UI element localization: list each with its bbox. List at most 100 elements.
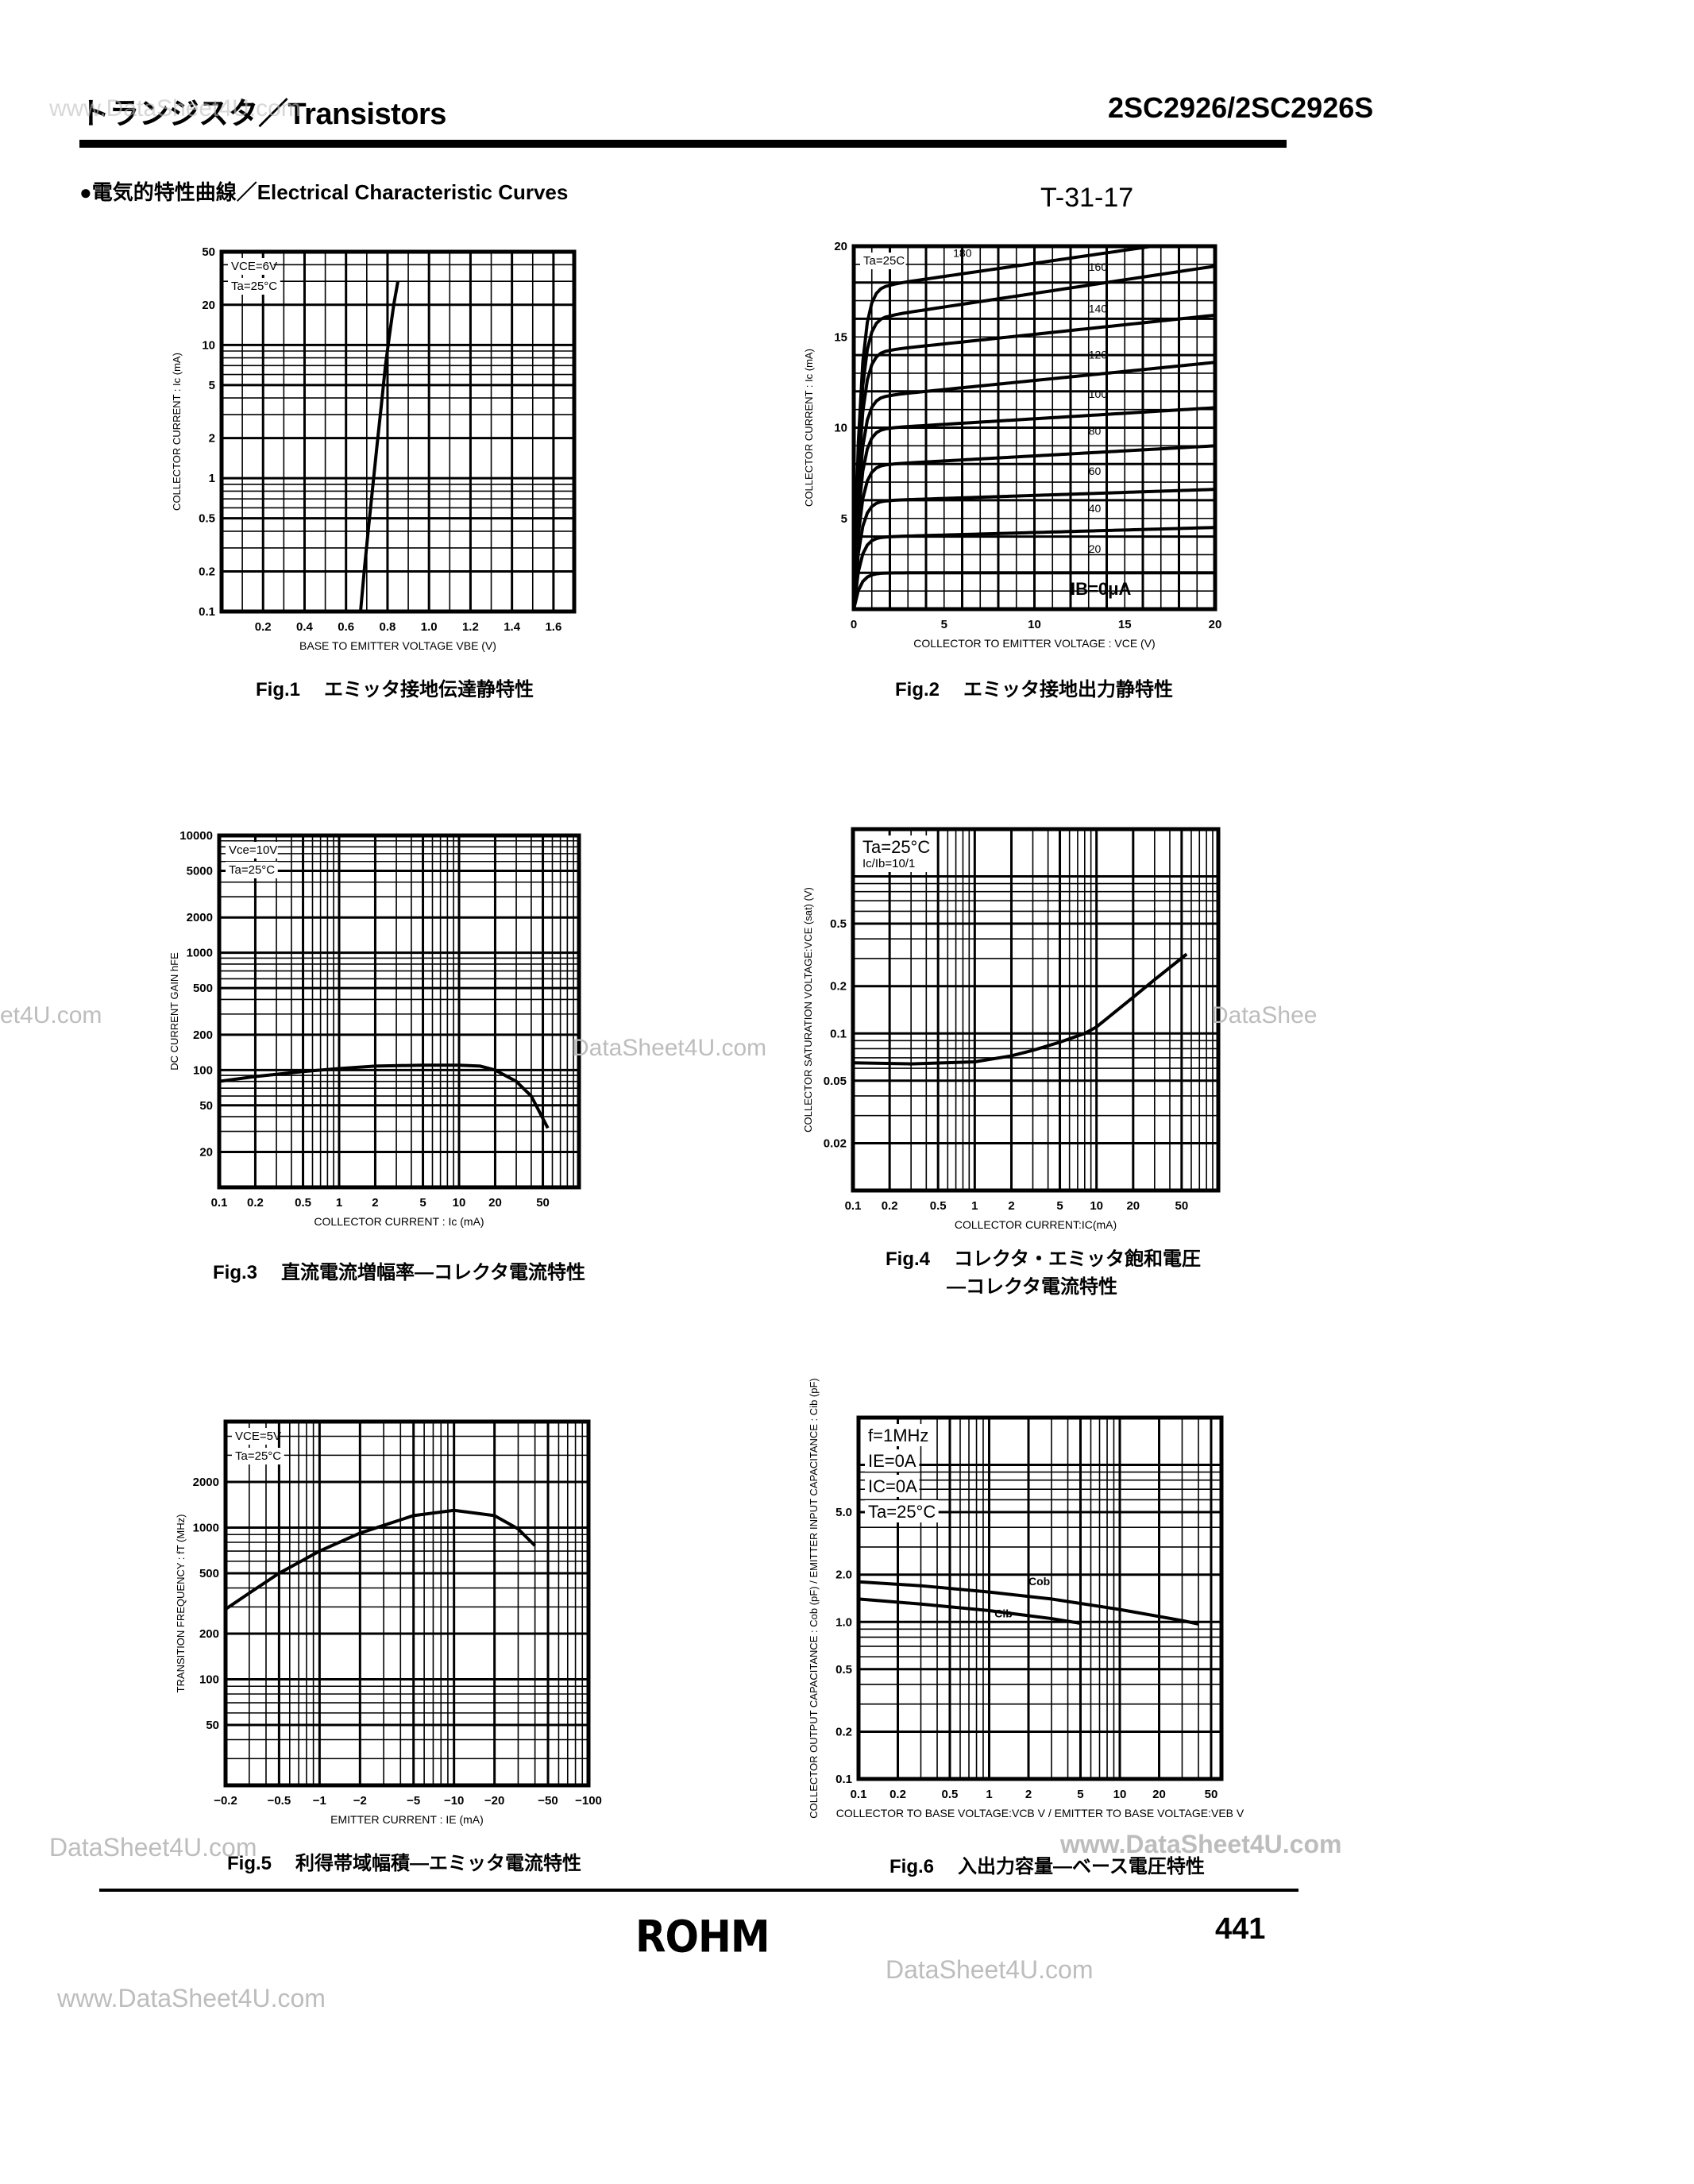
- chart-series: [852, 952, 1188, 1066]
- svg-text:15: 15: [1118, 618, 1132, 631]
- figure-4-caption-line2: ―コレクタ電流特性: [947, 1271, 1117, 1298]
- section-title: ●電気的特性曲線／Electrical Characteristic Curve…: [79, 180, 569, 204]
- chart-grid: [224, 1420, 590, 1787]
- figure-number: Fig.4: [886, 1248, 931, 1270]
- svg-text:1000: 1000: [187, 947, 213, 960]
- svg-text:5: 5: [1056, 1199, 1063, 1213]
- svg-text:0.5: 0.5: [830, 917, 847, 931]
- svg-text:0.02: 0.02: [824, 1136, 847, 1150]
- svg-text:1: 1: [209, 472, 215, 485]
- footer-divider: [99, 1889, 1298, 1892]
- document-code: T-31-17: [1040, 183, 1134, 213]
- svg-text:Ta=25°C: Ta=25°C: [229, 863, 275, 877]
- svg-text:0.5: 0.5: [835, 1663, 852, 1677]
- svg-text:5.0: 5.0: [835, 1506, 852, 1519]
- chart-svg: 0 5 10 15 20 5 10 15 20 COLLECTOR TO EMITTER VOLT…: [803, 240, 1221, 650]
- svg-text:50: 50: [206, 1719, 219, 1732]
- svg-text:1: 1: [986, 1788, 992, 1801]
- header-divider: [79, 140, 1287, 148]
- svg-text:0.1: 0.1: [835, 1773, 852, 1786]
- part-number: 2SC2926/2SC2926S: [1108, 91, 1374, 124]
- svg-text:0.1: 0.1: [199, 605, 215, 619]
- svg-text:IB=0μA: IB=0μA: [1071, 579, 1132, 599]
- series-line-Ic: [358, 280, 399, 612]
- svg-text:200: 200: [193, 1028, 213, 1042]
- x-axis-label: COLLECTOR TO EMITTER VOLTAGE : VCE (V): [913, 637, 1155, 650]
- svg-text:0.05: 0.05: [824, 1075, 847, 1088]
- y-axis-label: COLLECTOR CURRENT : Ic (mA): [803, 349, 815, 507]
- figure-3-chart: 0.1 0.2 0.5 1 2 5 10 20 50 20 50 100 200 500 1000 2000 5…: [168, 829, 581, 1228]
- y-axis-ticks: 5 10 15 20: [834, 240, 847, 526]
- svg-text:500: 500: [199, 1567, 219, 1580]
- figure-4-chart: 0.1 0.2 0.5 1 2 5 10 20 50 0.02 0.05 0.1 0.2 0.5 COLLE…: [802, 827, 1221, 1231]
- svg-text:5: 5: [1077, 1788, 1083, 1801]
- svg-text:0: 0: [851, 618, 857, 631]
- chart-grid: [218, 834, 581, 1189]
- figure-number: Fig.1: [256, 679, 301, 700]
- y-axis-ticks: 20 50 100 200 500 1000 2000 5000 10000: [179, 829, 213, 1160]
- chart-svg: 0.1 0.2 0.5 1 2 5 10 20 50 20 50 100 200 500 1000 2000 5…: [168, 829, 581, 1228]
- brand-logo: ROHM: [635, 1912, 770, 1962]
- figure-2-caption: Fig.2 エミッタ接地出力静特性: [895, 673, 1173, 701]
- svg-text:f=1MHz: f=1MHz: [868, 1426, 928, 1445]
- svg-text:Ta=25°C: Ta=25°C: [235, 1449, 281, 1463]
- svg-text:−1: −1: [313, 1794, 326, 1808]
- series-line-80: [852, 444, 1216, 610]
- chart-annotations: Vce=10V Ta=25°C: [226, 842, 278, 878]
- figure-3-caption: Fig.3 直流電流増幅率―コレクタ電流特性: [213, 1256, 585, 1284]
- svg-text:2: 2: [1025, 1788, 1032, 1801]
- y-axis-label: DC CURRENT GAIN hFE: [168, 952, 180, 1071]
- watermark: DataShee: [1211, 1002, 1318, 1028]
- svg-text:0.1: 0.1: [851, 1788, 867, 1801]
- series-label: 80: [1089, 425, 1102, 438]
- chart-grid: [220, 250, 575, 613]
- series-line-Cib: [858, 1597, 1081, 1625]
- svg-text:0.2: 0.2: [835, 1725, 852, 1738]
- series-line-160: [852, 264, 1216, 610]
- series-label: Cob: [1028, 1575, 1050, 1588]
- svg-text:10: 10: [834, 422, 847, 435]
- svg-text:1: 1: [336, 1196, 342, 1210]
- svg-text:Ta=25°C: Ta=25°C: [231, 280, 277, 293]
- chart-series: [224, 1508, 537, 1611]
- y-axis-label: COLLECTOR OUTPUT CAPACITANCE : Cob (pF) …: [808, 1378, 820, 1819]
- figure-6-chart: 0.1 0.2 0.5 1 2 5 10 20 50 0.1 0.2 0.5 1.0 2.0 5.0 COLL…: [808, 1378, 1244, 1819]
- svg-text:1.0: 1.0: [835, 1615, 852, 1629]
- svg-text:200: 200: [199, 1627, 219, 1641]
- svg-text:10: 10: [1090, 1199, 1103, 1213]
- figure-caption-text: 直流電流増幅率―コレクタ電流特性: [281, 1262, 586, 1283]
- watermark: www.DataSheet4U.com: [49, 95, 301, 122]
- chart-frame: [851, 827, 1221, 1193]
- series-label: 120: [1089, 349, 1108, 361]
- x-axis-ticks: 0.2 0.4 0.6 0.8 1.0 1.2 1.4 1.6: [255, 620, 562, 634]
- svg-text:50: 50: [1175, 1199, 1188, 1213]
- series-label: 20: [1089, 542, 1102, 555]
- svg-text:20: 20: [1152, 1788, 1166, 1801]
- svg-text:20: 20: [834, 240, 847, 253]
- x-axis-ticks: 0.1 0.2 0.5 1 2 5 10 20 50: [851, 1788, 1218, 1801]
- svg-text:5000: 5000: [187, 864, 213, 878]
- header-title: トランジスタ／Transistors: [79, 98, 446, 131]
- svg-text:0.1: 0.1: [845, 1199, 862, 1213]
- svg-text:20: 20: [199, 1146, 213, 1160]
- svg-text:10: 10: [1028, 618, 1041, 631]
- watermark: et4U.com: [0, 1002, 102, 1028]
- svg-text:5: 5: [941, 618, 947, 631]
- svg-text:−5: −5: [407, 1794, 420, 1808]
- series-line-40: [852, 526, 1216, 610]
- svg-text:2: 2: [1008, 1199, 1014, 1213]
- svg-text:1.0: 1.0: [421, 620, 438, 634]
- svg-text:1.4: 1.4: [504, 620, 521, 634]
- chart-frame: [219, 249, 577, 614]
- svg-text:−0.2: −0.2: [214, 1794, 237, 1808]
- svg-text:IC=0A: IC=0A: [868, 1476, 917, 1496]
- chart-annotations: Ta=25°CIc/Ib=10/1: [859, 835, 933, 872]
- y-axis-ticks: 50 100 200 500 1000 2000: [193, 1476, 219, 1732]
- watermark: DataSheet4U.com: [49, 1833, 257, 1862]
- chart-annotations: f=1MHz IE=0A IC=0A Ta=25°C: [865, 1424, 939, 1522]
- series-label: 140: [1089, 302, 1108, 314]
- svg-text:0.2: 0.2: [255, 620, 272, 634]
- svg-text:2.0: 2.0: [835, 1569, 852, 1582]
- svg-text:0.4: 0.4: [296, 620, 314, 634]
- svg-text:20: 20: [1209, 618, 1222, 631]
